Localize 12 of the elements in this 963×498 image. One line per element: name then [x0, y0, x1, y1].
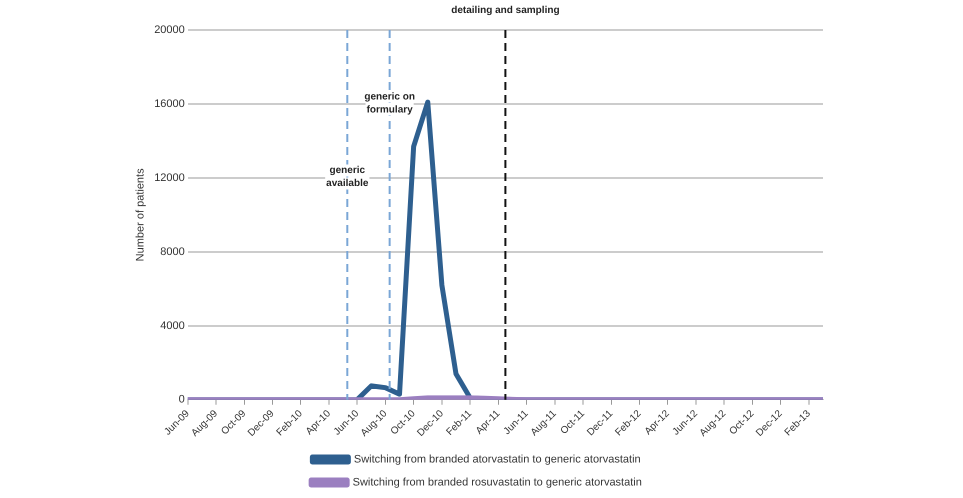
y-tick-label: 16000: [154, 98, 185, 110]
y-axis-title: Number of patients: [134, 168, 147, 262]
ref-line-label: detailing and sampling: [451, 4, 560, 16]
y-tick-label: 12000: [154, 172, 185, 184]
y-tick-label: 4000: [160, 320, 185, 332]
legend-label: Switching from branded atorvastatin to generic atorvastatin: [354, 454, 641, 466]
y-tick-label: 8000: [160, 246, 185, 258]
y-tick-label: 20000: [154, 24, 185, 36]
y-tick-label: 0: [178, 394, 185, 406]
ref-line-label: generic available: [326, 165, 369, 190]
ref-line-label: generic on formulary: [364, 91, 415, 116]
legend-label: Switching from branded rosuvastatin to generic atorvastatin: [352, 476, 642, 489]
